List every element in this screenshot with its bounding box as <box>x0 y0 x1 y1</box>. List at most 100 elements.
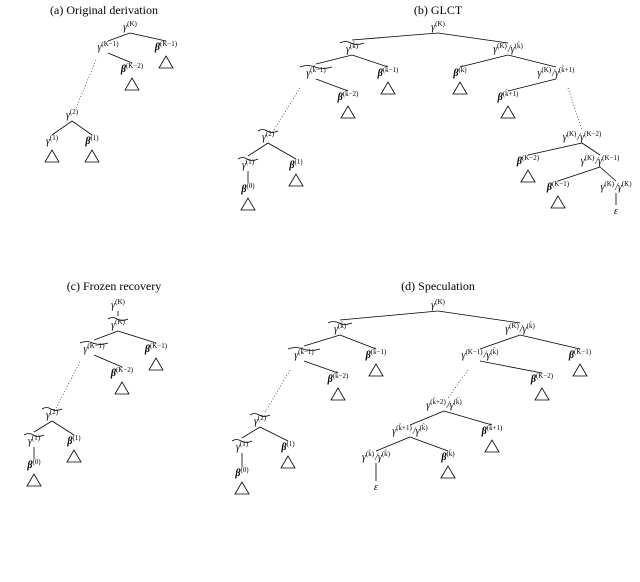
panel-title-a: (a) Original derivation <box>50 3 158 17</box>
node-c-b0: β(0) <box>26 458 41 486</box>
tree-edge <box>52 421 74 435</box>
svg-text:β(k̂−1): β(k̂−1) <box>377 66 399 79</box>
node-d-gKm1gkh: γ(K−1)/γ(k̂) <box>461 348 499 361</box>
tree-edge <box>600 167 616 181</box>
svg-text:γ(k̂−1): γ(k̂−1) <box>306 66 326 79</box>
tree-edge <box>558 167 600 181</box>
tree-edge <box>444 411 492 425</box>
svg-text:γ(k̂+2)/γ(k̂): γ(k̂+2)/γ(k̂) <box>426 398 462 411</box>
node-b-gkh_t: γ(k̂) <box>340 42 364 56</box>
tree-edge <box>438 311 520 323</box>
triangle <box>159 56 173 68</box>
ellipsis-edge <box>56 362 80 408</box>
triangle <box>85 150 99 162</box>
triangle <box>485 440 499 452</box>
node-d-gkh_t: γ(k̂) <box>328 322 352 336</box>
node-b-bkh1: β(k̂+1) <box>497 90 519 118</box>
triangle <box>501 106 515 118</box>
node-b-bkh: β(k̂) <box>452 66 467 94</box>
node-d-gKgkh: γ(K)/γ(k̂) <box>505 322 535 335</box>
node-b-gK: γ(K) <box>431 20 445 33</box>
node-d-bkhm1: β(k̂−1) <box>365 348 387 376</box>
svg-text:γ(K)/γ(k̂): γ(K)/γ(k̂) <box>493 42 523 55</box>
node-b-gKgkh: γ(K)/γ(k̂) <box>493 42 523 55</box>
ellipsis-edge <box>264 370 290 414</box>
node-a-bKm2: β(K−2) <box>120 62 144 90</box>
svg-text:β(k̂+1): β(k̂+1) <box>481 424 503 437</box>
svg-text:β(K−2): β(K−2) <box>530 372 554 385</box>
svg-text:β(0): β(0) <box>234 466 249 479</box>
panel-title-d: (d) Speculation <box>401 279 475 293</box>
svg-text:γ(2): γ(2) <box>66 108 79 121</box>
node-b-gKgKm1: γ(K)/γ(K−1) <box>581 154 620 167</box>
node-d-bkhm2: β(k̂−2) <box>327 372 349 400</box>
triangle <box>573 364 587 376</box>
triangle <box>281 456 295 468</box>
tree-edge <box>260 427 288 441</box>
svg-text:γ(K)/γ(k̂): γ(K)/γ(k̂) <box>505 322 535 335</box>
node-d-bkh: β(k̂) <box>440 450 455 478</box>
tree-edge <box>94 331 118 340</box>
node-d-gkh2gkh: γ(k̂+2)/γ(k̂) <box>426 398 462 411</box>
node-d-bkh1: β(k̂+1) <box>481 424 503 452</box>
node-d-gK: γ(K) <box>431 298 445 311</box>
triangle <box>381 82 395 94</box>
node-b-g1_t: γ(1) <box>238 158 258 172</box>
node-b-gKgkh1: γ(K)/γ(k̂+1) <box>537 66 575 79</box>
triangle <box>27 474 41 486</box>
ellipsis-edge <box>274 88 300 130</box>
triangle <box>115 382 129 394</box>
node-d-gkhgkh: γ(k̂)/γ(k̂) <box>362 450 391 463</box>
node-d-gkhm1_t: γ(k̂−1) <box>288 348 320 362</box>
tree-edge <box>72 121 92 135</box>
tree-edge <box>268 143 296 159</box>
node-b-gkhm1_t: γ(k̂−1) <box>300 66 332 80</box>
node-d-bKm2: β(K−2) <box>530 372 554 400</box>
tree-edge <box>34 421 52 432</box>
tree-edge <box>520 335 580 349</box>
triangle <box>551 196 565 208</box>
svg-text:β(1): β(1) <box>280 440 295 453</box>
tree-edge <box>340 335 376 349</box>
node-d-eps: ε <box>374 482 378 493</box>
tree-edge <box>304 335 340 346</box>
svg-text:β(0): β(0) <box>240 182 255 195</box>
svg-text:β(k̂): β(k̂) <box>440 450 455 463</box>
triangle <box>149 358 163 370</box>
node-a-b1: β(1) <box>84 134 99 162</box>
panel-title-c: (c) Frozen recovery <box>67 279 162 293</box>
node-a-gK: γ(K) <box>123 20 137 33</box>
tree-edge <box>52 121 72 135</box>
svg-text:β(K−2): β(K−2) <box>120 62 144 75</box>
node-b-gKgKm2: γ(K)/γ(K−2) <box>563 130 602 143</box>
node-c-b1: β(1) <box>66 434 81 462</box>
derivation-tree-figure: (a) Original derivation(b) GLCT(c) Froze… <box>0 0 640 582</box>
node-d-g2_t: γ(2) <box>250 414 270 428</box>
ellipsis-edge <box>448 370 468 398</box>
triangle <box>235 482 249 494</box>
node-b-eps: ε <box>614 206 618 217</box>
svg-text:γ(K): γ(K) <box>431 298 445 311</box>
node-b-bkhm1: β(k̂−1) <box>377 66 399 94</box>
svg-text:γ(k̂+1)/γ(k̂): γ(k̂+1)/γ(k̂) <box>392 424 428 437</box>
svg-text:γ(K)/γ(K−1): γ(K)/γ(K−1) <box>581 154 620 167</box>
triangle <box>45 150 59 162</box>
tree-edge <box>410 411 444 425</box>
node-b-bkhm2: β(k̂−2) <box>337 90 359 118</box>
svg-text:γ(K)/γ(k̂+1): γ(K)/γ(k̂+1) <box>537 66 575 79</box>
svg-text:γ(K)/γ(K): γ(K)/γ(K) <box>600 180 632 193</box>
node-b-bKm1: β(K−1) <box>546 180 570 208</box>
triangle <box>241 198 255 210</box>
node-c-bKm2: β(K−2) <box>110 366 134 394</box>
node-c-g1_t: γ(1) <box>24 434 44 448</box>
node-a-g2: γ(2) <box>66 108 79 121</box>
triangle <box>453 82 467 94</box>
node-c-g2_t: γ(2) <box>42 408 62 422</box>
triangle <box>535 388 549 400</box>
triangle <box>67 450 81 462</box>
node-a-g1: γ(1) <box>45 134 59 162</box>
node-c-gKm1_t: γ(K−1) <box>80 342 108 356</box>
node-b-b1: β(1) <box>288 158 303 186</box>
svg-text:γ(K−1): γ(K−1) <box>97 40 119 53</box>
svg-text:β(k̂−1): β(k̂−1) <box>365 348 387 361</box>
